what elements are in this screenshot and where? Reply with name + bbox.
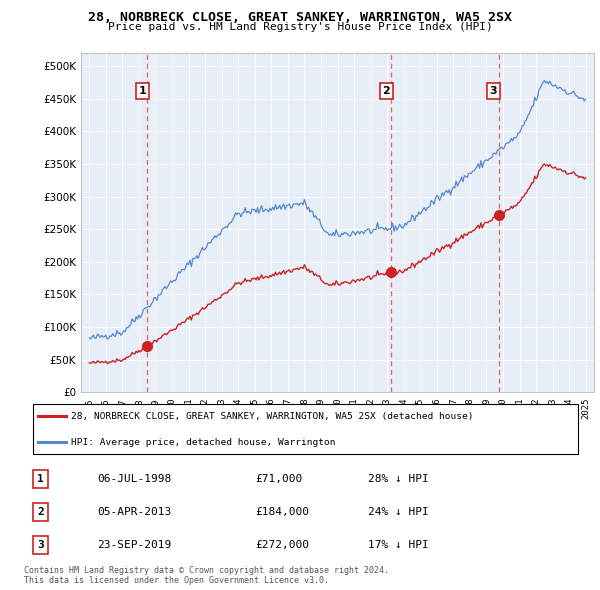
Text: 23-SEP-2019: 23-SEP-2019 (97, 540, 171, 550)
Text: This data is licensed under the Open Government Licence v3.0.: This data is licensed under the Open Gov… (24, 576, 329, 585)
Text: £184,000: £184,000 (255, 507, 309, 517)
Text: Contains HM Land Registry data © Crown copyright and database right 2024.: Contains HM Land Registry data © Crown c… (24, 566, 389, 575)
Text: 1: 1 (139, 86, 146, 96)
Text: 05-APR-2013: 05-APR-2013 (97, 507, 171, 517)
Text: 24% ↓ HPI: 24% ↓ HPI (368, 507, 428, 517)
Text: 28, NORBRECK CLOSE, GREAT SANKEY, WARRINGTON, WA5 2SX (detached house): 28, NORBRECK CLOSE, GREAT SANKEY, WARRIN… (71, 412, 474, 421)
Text: 3: 3 (37, 540, 44, 550)
Text: HPI: Average price, detached house, Warrington: HPI: Average price, detached house, Warr… (71, 438, 336, 447)
Text: 06-JUL-1998: 06-JUL-1998 (97, 474, 171, 484)
Text: £71,000: £71,000 (255, 474, 302, 484)
Text: 2: 2 (37, 507, 44, 517)
Text: 1: 1 (37, 474, 44, 484)
Text: 17% ↓ HPI: 17% ↓ HPI (368, 540, 428, 550)
Text: 3: 3 (490, 86, 497, 96)
Text: 28, NORBRECK CLOSE, GREAT SANKEY, WARRINGTON, WA5 2SX: 28, NORBRECK CLOSE, GREAT SANKEY, WARRIN… (88, 11, 512, 24)
Text: £272,000: £272,000 (255, 540, 309, 550)
Text: 2: 2 (383, 86, 391, 96)
FancyBboxPatch shape (33, 404, 578, 454)
Text: Price paid vs. HM Land Registry's House Price Index (HPI): Price paid vs. HM Land Registry's House … (107, 22, 493, 32)
Text: 28% ↓ HPI: 28% ↓ HPI (368, 474, 428, 484)
